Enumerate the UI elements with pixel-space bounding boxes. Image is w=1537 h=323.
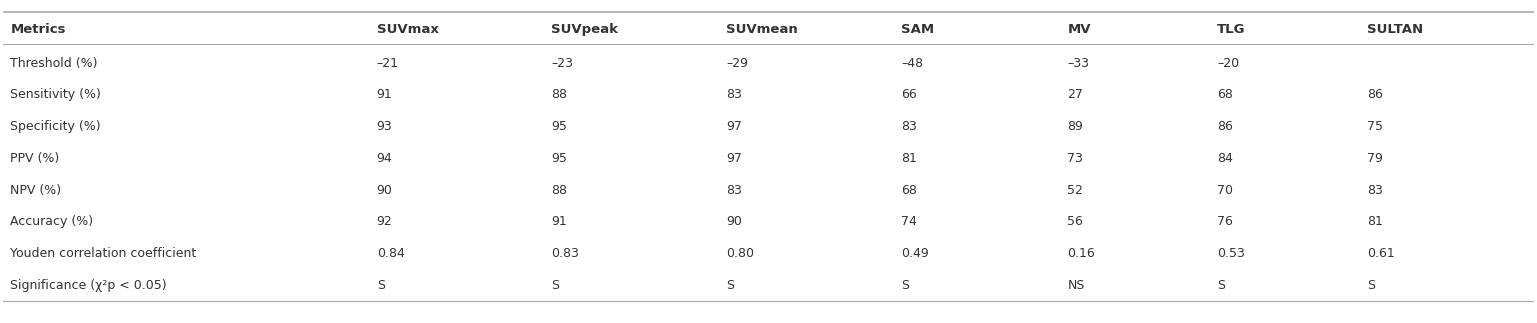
Text: 97: 97	[725, 152, 742, 165]
Text: 84: 84	[1217, 152, 1233, 165]
Text: 74: 74	[901, 215, 918, 228]
Text: –33: –33	[1068, 57, 1090, 69]
Text: SAM: SAM	[901, 23, 934, 36]
Text: PPV (%): PPV (%)	[11, 152, 60, 165]
Text: SUVmax: SUVmax	[377, 23, 438, 36]
Text: 76: 76	[1217, 215, 1233, 228]
Text: NS: NS	[1068, 279, 1085, 292]
Text: MV: MV	[1068, 23, 1091, 36]
Text: 90: 90	[725, 215, 742, 228]
Text: Sensitivity (%): Sensitivity (%)	[11, 88, 101, 101]
Text: Specificity (%): Specificity (%)	[11, 120, 101, 133]
Text: S: S	[377, 279, 384, 292]
Text: 83: 83	[1366, 183, 1383, 197]
Text: 89: 89	[1068, 120, 1084, 133]
Text: 73: 73	[1068, 152, 1084, 165]
Text: 83: 83	[901, 120, 918, 133]
Text: 95: 95	[552, 120, 567, 133]
Text: 0.49: 0.49	[901, 247, 928, 260]
Text: 92: 92	[377, 215, 392, 228]
Text: 52: 52	[1068, 183, 1084, 197]
Text: TLG: TLG	[1217, 23, 1247, 36]
Text: 86: 86	[1217, 120, 1233, 133]
Text: 0.53: 0.53	[1217, 247, 1245, 260]
Text: Significance (χ²p < 0.05): Significance (χ²p < 0.05)	[11, 279, 168, 292]
Text: –21: –21	[377, 57, 398, 69]
Text: S: S	[1217, 279, 1225, 292]
Text: S: S	[1366, 279, 1376, 292]
Text: 81: 81	[1366, 215, 1383, 228]
Text: 83: 83	[725, 183, 742, 197]
Text: 27: 27	[1068, 88, 1084, 101]
Text: 88: 88	[552, 88, 567, 101]
Text: SULTAN: SULTAN	[1366, 23, 1423, 36]
Text: –20: –20	[1217, 57, 1239, 69]
Text: 0.83: 0.83	[552, 247, 579, 260]
Text: 83: 83	[725, 88, 742, 101]
Text: 79: 79	[1366, 152, 1383, 165]
Text: Youden correlation coefficient: Youden correlation coefficient	[11, 247, 197, 260]
Text: 90: 90	[377, 183, 392, 197]
Text: 88: 88	[552, 183, 567, 197]
Text: Metrics: Metrics	[11, 23, 66, 36]
Text: SUVmean: SUVmean	[725, 23, 798, 36]
Text: NPV (%): NPV (%)	[11, 183, 61, 197]
Text: –48: –48	[901, 57, 924, 69]
Text: 0.80: 0.80	[725, 247, 755, 260]
Text: Accuracy (%): Accuracy (%)	[11, 215, 94, 228]
Text: 70: 70	[1217, 183, 1233, 197]
Text: 68: 68	[1217, 88, 1233, 101]
Text: –23: –23	[552, 57, 573, 69]
Text: 75: 75	[1366, 120, 1383, 133]
Text: 0.61: 0.61	[1366, 247, 1396, 260]
Text: S: S	[552, 279, 559, 292]
Text: 68: 68	[901, 183, 918, 197]
Text: 56: 56	[1068, 215, 1084, 228]
Text: SUVpeak: SUVpeak	[552, 23, 618, 36]
Text: 93: 93	[377, 120, 392, 133]
Text: 94: 94	[377, 152, 392, 165]
Text: 97: 97	[725, 120, 742, 133]
Text: S: S	[901, 279, 908, 292]
Text: 91: 91	[377, 88, 392, 101]
Text: 0.16: 0.16	[1068, 247, 1096, 260]
Text: 0.84: 0.84	[377, 247, 404, 260]
Text: 86: 86	[1366, 88, 1383, 101]
Text: Threshold (%): Threshold (%)	[11, 57, 98, 69]
Text: 95: 95	[552, 152, 567, 165]
Text: 91: 91	[552, 215, 567, 228]
Text: 66: 66	[901, 88, 916, 101]
Text: S: S	[725, 279, 735, 292]
Text: 81: 81	[901, 152, 918, 165]
Text: –29: –29	[725, 57, 749, 69]
